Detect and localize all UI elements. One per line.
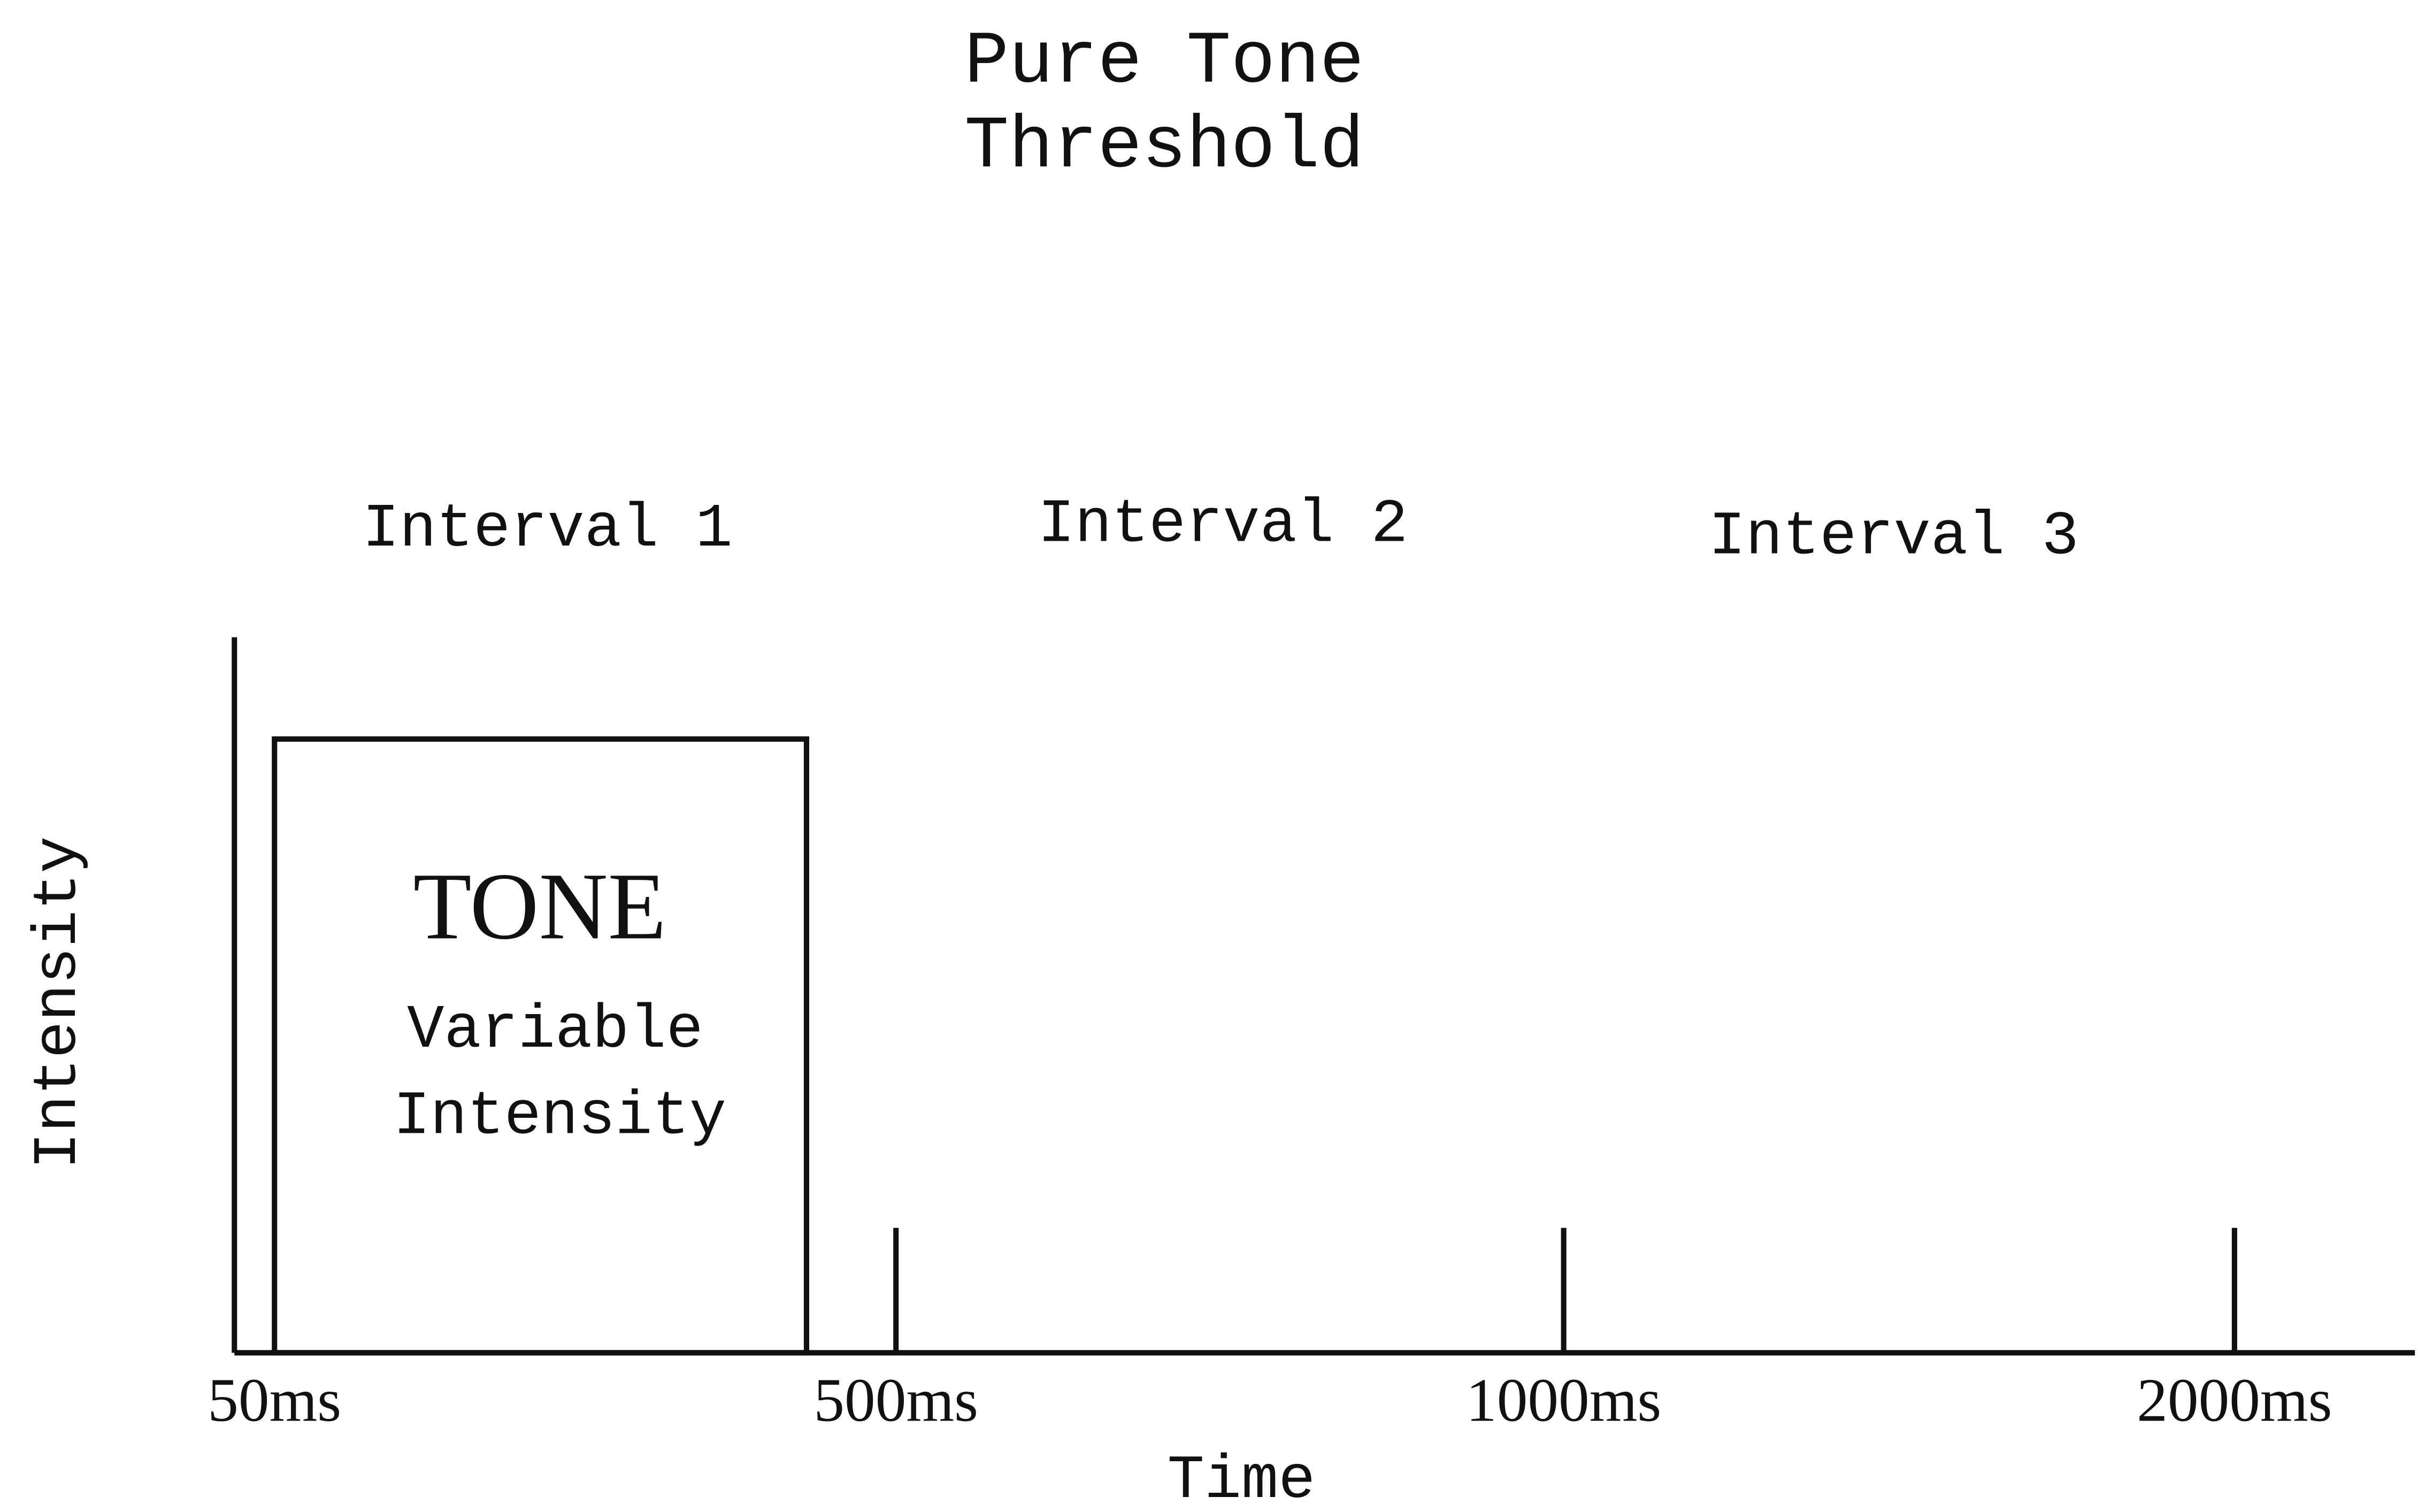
tone-label: TONE (413, 853, 666, 959)
tone-description: Intensity (393, 1082, 726, 1152)
interval-label: Interval 3 (1709, 502, 2079, 572)
tone-box (272, 736, 810, 1356)
tick-label: 500ms (813, 1366, 978, 1434)
title-line: Threshold (964, 105, 1364, 189)
interval-label: Interval 2 (1038, 489, 1408, 559)
tone-description: Variable (407, 995, 703, 1065)
tick-label: 2000ms (2137, 1366, 2332, 1434)
y-axis-label: Intensity (24, 836, 94, 1169)
title-line: Pure Tone (964, 20, 1364, 104)
interval-label: Interval 1 (363, 494, 733, 564)
tick-label: 50ms (208, 1366, 341, 1434)
tick-label: 1000ms (1466, 1366, 1661, 1434)
x-axis-label: Time (1168, 1446, 1316, 1512)
